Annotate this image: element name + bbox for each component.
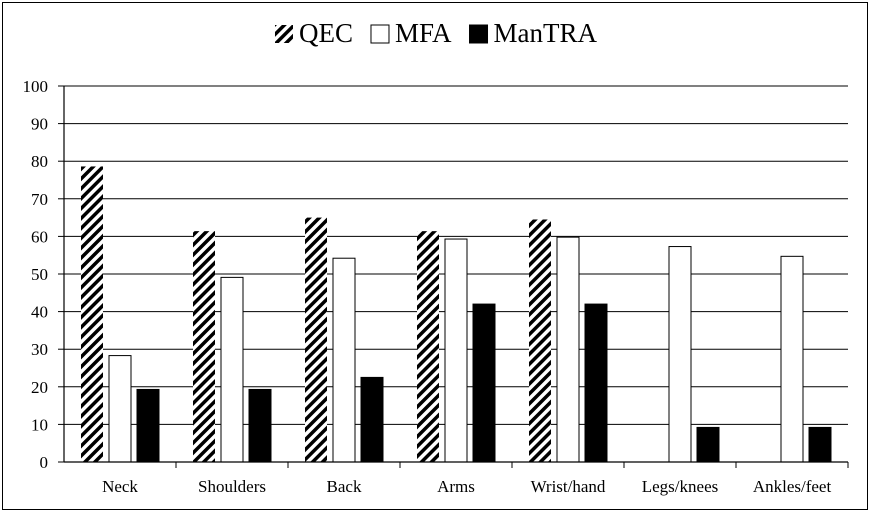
legend-label-qec: QEC [299, 18, 353, 48]
bar-mantra-shoulders [248, 388, 272, 463]
bar-qec-neck [81, 166, 103, 463]
y-tick-label-0: 0 [40, 453, 49, 472]
y-tick-label-70: 70 [31, 190, 48, 209]
bar-mfa-shoulders [220, 276, 244, 463]
x-category-label-ankles-feet: Ankles/feet [753, 477, 832, 496]
bar-mantra-legs-knees [696, 426, 720, 463]
bar-mfa-legs-knees [668, 246, 692, 463]
y-tick-label-90: 90 [31, 115, 48, 134]
legend-swatch-mantra [469, 24, 489, 44]
bar-mantra-ankles-feet [808, 426, 832, 463]
bar-mantra-wrist-hand [584, 303, 608, 463]
bar-qec-arms [417, 231, 439, 462]
bar-mfa-neck [108, 355, 132, 463]
bar-mfa-ankles-feet [780, 255, 804, 463]
axes [58, 85, 849, 468]
legend: QEC MFA ManTRA [274, 18, 598, 48]
y-axis-tick-labels: 0 10 20 30 40 50 60 70 80 90 100 [23, 77, 49, 472]
bar-mantra-arms [472, 303, 496, 463]
x-category-label-wrist-hand: Wrist/hand [531, 477, 606, 496]
bars [81, 166, 832, 463]
x-category-label-legs-knees: Legs/knees [642, 477, 718, 496]
legend-swatch-qec [274, 25, 293, 43]
bar-mantra-back [360, 376, 384, 463]
legend-swatch-mfa [370, 24, 390, 44]
y-tick-label-100: 100 [23, 77, 49, 96]
legend-label-mantra: ManTRA [494, 18, 598, 48]
y-tick-label-50: 50 [31, 265, 48, 284]
y-tick-label-30: 30 [31, 340, 48, 359]
legend-label-mfa: MFA [395, 18, 452, 48]
x-category-label-neck: Neck [102, 477, 138, 496]
y-tick-label-20: 20 [31, 378, 48, 397]
y-tick-label-40: 40 [31, 303, 48, 322]
x-category-label-arms: Arms [437, 477, 475, 496]
y-tick-label-60: 60 [31, 227, 48, 246]
x-axis-category-labels: Neck Shoulders Back Arms Wrist/hand Legs/knee… [102, 477, 831, 496]
x-category-label-back: Back [327, 477, 362, 496]
x-category-label-shoulders: Shoulders [198, 477, 266, 496]
bar-mfa-wrist-hand [556, 236, 580, 463]
bar-mantra-neck [136, 388, 160, 463]
y-tick-label-80: 80 [31, 152, 48, 171]
y-tick-label-10: 10 [31, 415, 48, 434]
bar-qec-back [305, 217, 327, 462]
bar-mfa-back [332, 257, 356, 463]
bar-qec-wrist-hand [529, 219, 551, 462]
bar-mfa-arms [444, 238, 468, 463]
bar-qec-shoulders [193, 231, 215, 462]
